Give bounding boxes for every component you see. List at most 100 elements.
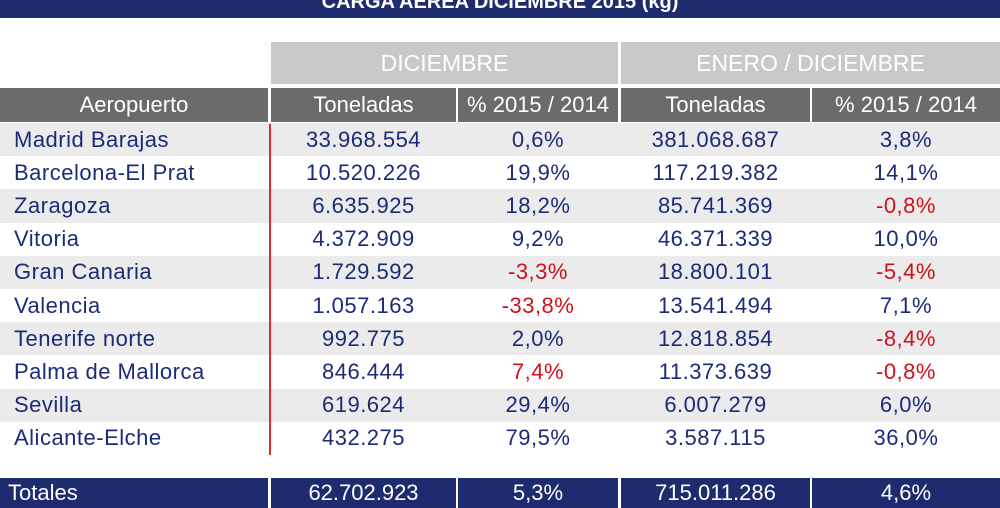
- cell: 9,2%: [458, 223, 618, 256]
- cell: 19,9%: [458, 156, 618, 189]
- cell: Alicante-Elche: [0, 422, 268, 455]
- cell-text: 6.635.925: [312, 192, 415, 218]
- cell: 3.587.115: [621, 422, 810, 455]
- row-band: [0, 322, 1000, 356]
- cell: -0,8%: [812, 355, 1000, 388]
- cell: 117.219.382: [621, 156, 810, 189]
- cell-text: 18,2%: [505, 192, 571, 218]
- cell: 46.371.339: [621, 223, 810, 256]
- cell: 7,4%: [458, 355, 618, 388]
- cell: Sevilla: [0, 389, 268, 422]
- column-header-text: % 2015 / 2014: [467, 92, 609, 117]
- total-cell: 62.702.923: [271, 478, 456, 508]
- row-band: [0, 156, 1000, 190]
- cell-text: 4.372.909: [312, 226, 415, 252]
- column-header: % 2015 / 2014: [812, 88, 1000, 122]
- cell-text: 3,8%: [879, 126, 933, 152]
- cell: 18,2%: [458, 189, 618, 222]
- cell-text: Zaragoza: [14, 192, 111, 218]
- cell-text: 1.729.592: [312, 259, 415, 285]
- total-cell-text: 4,6%: [880, 480, 932, 505]
- cell: Valencia: [0, 289, 268, 322]
- cell: Palma de Mallorca: [0, 355, 268, 388]
- row-band: [0, 123, 1000, 157]
- column-header-text: Toneladas: [665, 92, 766, 117]
- cell: 18.800.101: [621, 256, 810, 289]
- row-band: [0, 189, 1000, 223]
- cell: 12.818.854: [621, 322, 810, 355]
- cell-text: 85.741.369: [657, 192, 774, 218]
- total-cell: 715.011.286: [621, 478, 810, 508]
- cell-text: Tenerife norte: [14, 325, 156, 351]
- group-header-text: DICIEMBRE: [380, 49, 509, 76]
- cell-text: 29,4%: [505, 392, 571, 418]
- cell-text: Valencia: [14, 292, 101, 318]
- cell-text: 10.520.226: [305, 159, 422, 185]
- cell-text: 46.371.339: [657, 226, 774, 252]
- cell: -3,3%: [458, 256, 618, 289]
- cell-text: 12.818.854: [657, 325, 774, 351]
- total-cell: 5,3%: [458, 478, 618, 508]
- column-header: % 2015 / 2014: [458, 88, 618, 122]
- title-banner: CARGA AEREA DICIEMBRE 2015 (kg): [0, 0, 1000, 18]
- cell: -8,4%: [812, 322, 1000, 355]
- cell: 1.057.163: [271, 289, 456, 322]
- title: CARGA AEREA DICIEMBRE 2015 (kg): [321, 0, 679, 13]
- cell: 2,0%: [458, 322, 618, 355]
- cell: 11.373.639: [621, 355, 810, 388]
- column-header: Toneladas: [621, 88, 810, 122]
- cell-text: Barcelona-El Prat: [14, 159, 195, 185]
- cell-text: 18.800.101: [657, 259, 774, 285]
- cell: 10,0%: [812, 223, 1000, 256]
- cell: Zaragoza: [0, 189, 268, 222]
- cell: 6.635.925: [271, 189, 456, 222]
- cell: Tenerife norte: [0, 322, 268, 355]
- cell-text: -3,3%: [508, 259, 568, 285]
- cell: 381.068.687: [621, 123, 810, 156]
- cell: 1.729.592: [271, 256, 456, 289]
- cell-text: -8,4%: [876, 325, 936, 351]
- cell-text: Palma de Mallorca: [14, 358, 205, 384]
- cell: 79,5%: [458, 422, 618, 455]
- cell-text: -0,8%: [876, 192, 936, 218]
- cell-text: 13.541.494: [657, 292, 774, 318]
- cell-text: 79,5%: [505, 425, 571, 451]
- total-cell: Totales: [0, 478, 268, 508]
- cell-text: 7,1%: [879, 292, 933, 318]
- cell-text: 432.275: [321, 425, 406, 451]
- cell-text: 992.775: [321, 325, 406, 351]
- cell: 10.520.226: [271, 156, 456, 189]
- cell-text: Gran Canaria: [14, 259, 153, 285]
- row-band: [0, 255, 1000, 289]
- cell: Barcelona-El Prat: [0, 156, 268, 189]
- cell: 33.968.554: [271, 123, 456, 156]
- cell-text: Madrid Barajas: [14, 126, 169, 152]
- cell-text: -5,4%: [876, 259, 936, 285]
- cell: 0,6%: [458, 123, 618, 156]
- cell-text: Vitoria: [14, 226, 80, 252]
- column-header-text: Toneladas: [313, 92, 414, 117]
- cell: 29,4%: [458, 389, 618, 422]
- cell: 6,0%: [812, 389, 1000, 422]
- cell: 6.007.279: [621, 389, 810, 422]
- cell-text: Alicante-Elche: [14, 425, 162, 451]
- row-band: [0, 421, 1000, 455]
- cell: 4.372.909: [271, 223, 456, 256]
- cell-text: 0,6%: [511, 126, 565, 152]
- cell: Gran Canaria: [0, 256, 268, 289]
- cell-text: 6,0%: [879, 392, 933, 418]
- group-header-text: ENERO / DICIEMBRE: [696, 49, 925, 76]
- cell: Madrid Barajas: [0, 123, 268, 156]
- cell-text: -33,8%: [501, 292, 575, 318]
- cell: 36,0%: [812, 422, 1000, 455]
- row-band: [0, 289, 1000, 323]
- group-header: DICIEMBRE: [271, 42, 618, 84]
- red-divider: [269, 124, 271, 455]
- cell: 432.275: [271, 422, 456, 455]
- cell-text: 19,9%: [505, 159, 571, 185]
- cell-text: 10,0%: [873, 226, 939, 252]
- cell: Vitoria: [0, 223, 268, 256]
- total-cell-text: 715.011.286: [655, 480, 776, 505]
- cell-text: 619.624: [321, 392, 406, 418]
